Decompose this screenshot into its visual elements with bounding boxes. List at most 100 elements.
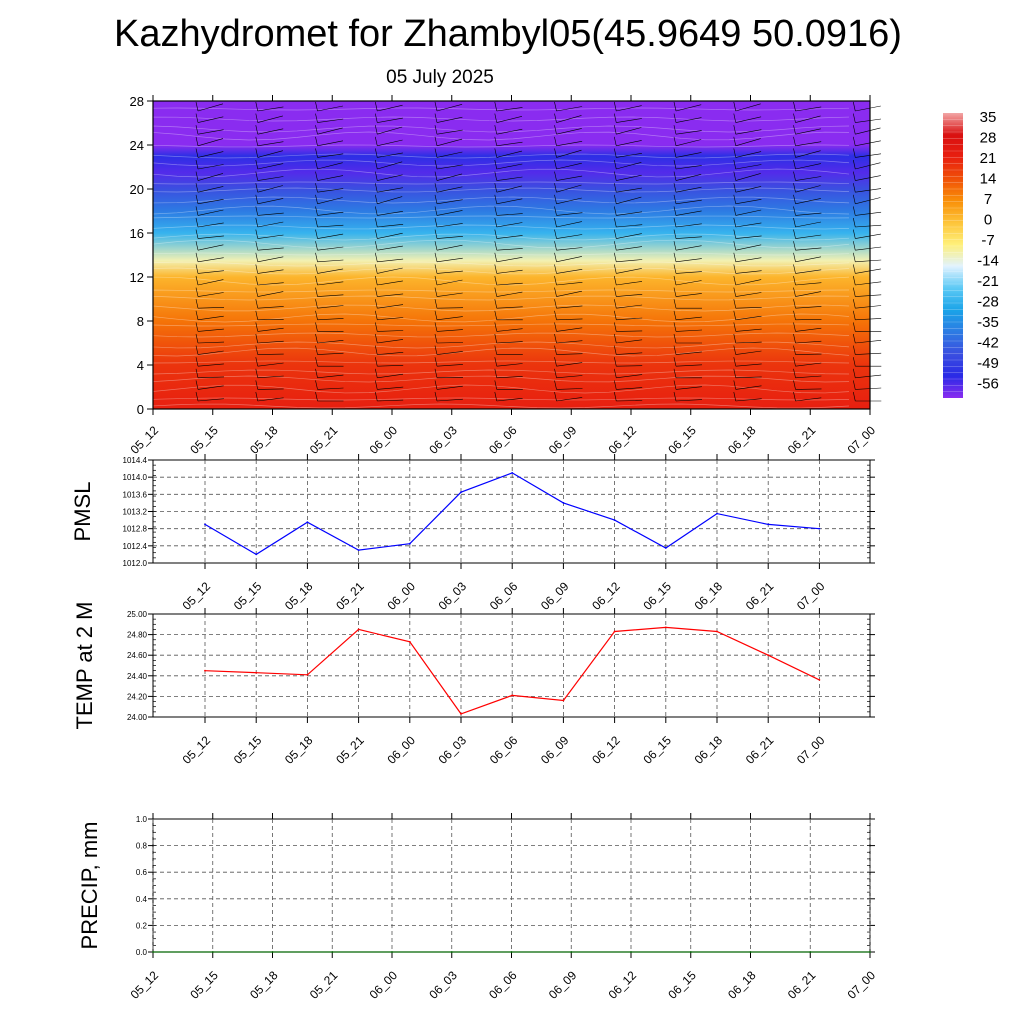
wind-barb-flag xyxy=(434,113,438,123)
wind-barb-flag xyxy=(494,206,498,216)
wind-barb-flag xyxy=(195,380,199,390)
wind-barb-flag xyxy=(195,229,199,239)
wind-barb-flag xyxy=(195,113,199,123)
wind-barb xyxy=(496,341,523,344)
wind-barb xyxy=(197,341,225,344)
wind-barb-flag xyxy=(195,171,199,181)
wind-barb xyxy=(436,270,463,274)
wind-barb-flag xyxy=(434,101,438,112)
wind-barb-flag xyxy=(673,206,677,216)
wind-barb-flag xyxy=(315,264,318,274)
axis-title: PMSL xyxy=(70,482,95,542)
wind-barb xyxy=(616,374,643,379)
wind-barb xyxy=(855,246,882,251)
wind-barb xyxy=(317,105,344,112)
wind-barb xyxy=(735,307,762,309)
wind-barb-flag xyxy=(614,171,617,181)
wind-barb xyxy=(795,388,822,390)
wind-barb-flag xyxy=(614,322,617,332)
wind-barb-flag xyxy=(255,264,259,274)
wind-barb xyxy=(496,257,523,263)
colorbar-label: -56 xyxy=(977,376,999,393)
wind-barb-flag xyxy=(434,368,438,378)
wind-barb xyxy=(377,293,404,297)
wind-barb xyxy=(616,365,643,367)
wind-barb-flag xyxy=(255,113,259,123)
contour-line xyxy=(152,205,850,215)
wind-barb-flag xyxy=(733,206,737,216)
wind-barb-flag xyxy=(494,125,498,135)
wind-barb-flag xyxy=(434,310,438,320)
x-tick-label: 05_12 xyxy=(128,968,162,1002)
wind-barb xyxy=(735,341,762,344)
wind-barb-flag xyxy=(315,206,318,216)
wind-barb xyxy=(317,175,344,181)
wind-barb xyxy=(377,139,403,147)
data-point xyxy=(408,542,411,545)
x-tick-label: 05_21 xyxy=(333,733,367,767)
wind-barb xyxy=(675,223,702,228)
wind-barb xyxy=(556,340,583,344)
wind-barb-flag xyxy=(673,333,677,344)
wind-barb-flag xyxy=(195,264,199,274)
wind-barb xyxy=(855,127,881,135)
wind-barb xyxy=(556,128,582,135)
wind-barb-flag xyxy=(255,159,259,170)
wind-barb-flag xyxy=(554,287,557,297)
x-tick-label: 06_00 xyxy=(367,968,401,1002)
y-tick-label: 0 xyxy=(137,402,144,417)
wind-barb xyxy=(616,162,642,170)
wind-barb-flag xyxy=(434,391,438,402)
y-tick-label: 0.2 xyxy=(136,921,148,930)
data-point xyxy=(716,630,718,633)
wind-barb-flag xyxy=(494,287,498,297)
x-tick-label: 06_15 xyxy=(665,968,699,1002)
wind-barb-flag xyxy=(315,171,318,181)
y-tick-label: 0.4 xyxy=(136,895,148,904)
wind-barb xyxy=(377,267,403,274)
wind-barb-flag xyxy=(614,264,617,274)
wind-barb xyxy=(556,256,582,263)
wind-barb-flag xyxy=(853,322,856,332)
wind-barb-flag xyxy=(853,113,856,123)
x-tick-label: 06_00 xyxy=(384,733,418,767)
y-tick-label: 24.80 xyxy=(127,631,148,640)
wind-barb xyxy=(317,153,344,158)
wind-barb xyxy=(317,268,344,274)
y-tick-label: 1.0 xyxy=(136,815,148,824)
wind-barb-flag xyxy=(375,322,378,332)
wind-barb-flag xyxy=(853,229,856,239)
wind-barb-flag xyxy=(673,275,677,286)
wind-barb-flag xyxy=(733,264,737,274)
wind-barb-flag xyxy=(733,113,737,123)
wind-barb xyxy=(377,399,404,402)
wind-barb-flag xyxy=(494,183,498,193)
contour-line xyxy=(152,233,850,241)
wind-barb xyxy=(496,128,523,135)
data-point xyxy=(510,951,513,953)
wind-barb-flag xyxy=(853,241,856,251)
wind-barb xyxy=(855,294,882,297)
wind-barb xyxy=(616,118,642,123)
wind-barb xyxy=(257,340,284,344)
wind-barb xyxy=(197,138,224,147)
wind-barb-flag xyxy=(494,345,498,355)
wind-barb-flag xyxy=(614,299,617,309)
wind-barb-flag xyxy=(793,310,796,320)
wind-barb xyxy=(855,387,882,390)
contour-line xyxy=(152,224,850,230)
wind-barb-flag xyxy=(255,136,259,146)
wind-barb-flag xyxy=(614,345,617,355)
wind-barb xyxy=(675,280,702,286)
x-tick-label: 06_06 xyxy=(487,733,521,767)
wind-barb-flag xyxy=(554,391,557,402)
wind-barb xyxy=(616,105,642,112)
wind-barb-flag xyxy=(853,264,856,274)
wind-barb-flag xyxy=(255,368,259,378)
wind-barb xyxy=(616,317,643,321)
wind-barb-flag xyxy=(673,357,677,367)
wind-barb xyxy=(317,281,344,286)
wind-barb-flag xyxy=(315,380,318,390)
wind-barb-flag xyxy=(554,217,557,228)
